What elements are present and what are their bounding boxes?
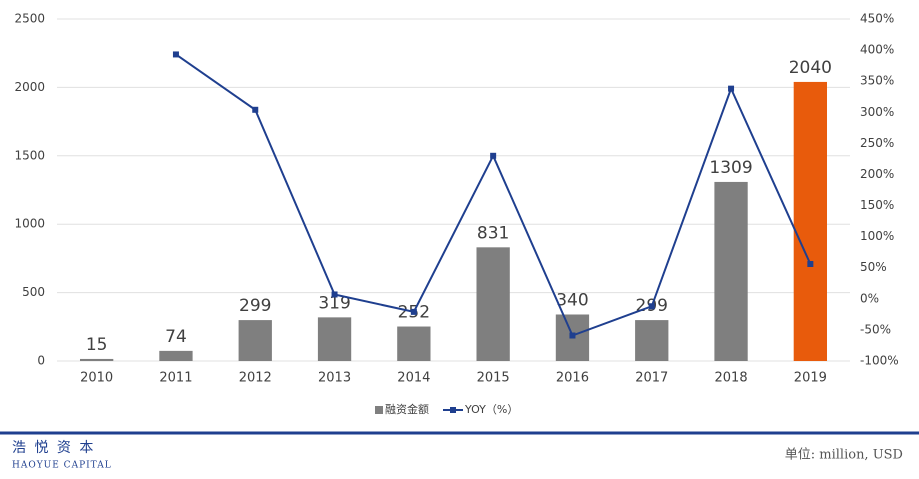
value-label: 340 [556, 290, 588, 310]
x-tick-label: 2019 [794, 371, 827, 386]
marker [410, 308, 417, 315]
x-tick-label: 2012 [239, 371, 272, 386]
legend-label: YOY（%） [464, 403, 518, 416]
y2-tick-label: 0% [860, 291, 879, 305]
y-tick-label: 2500 [14, 12, 45, 26]
marker [490, 152, 497, 159]
x-tick-label: 2018 [715, 371, 748, 386]
value-label: 74 [165, 327, 187, 347]
x-tick-label: 2015 [477, 371, 510, 386]
x-tick-label: 2011 [159, 371, 192, 386]
y2-tick-label: 150% [860, 198, 894, 212]
logo-en: HAOYUE CAPITAL [12, 461, 112, 471]
bar [476, 247, 510, 361]
y2-tick-label: 50% [860, 260, 887, 274]
bar [317, 317, 352, 361]
marker [569, 332, 576, 339]
y2-tick-label: 450% [860, 12, 894, 26]
legend-swatch [450, 407, 456, 413]
unit-note: 单位: million, USD [785, 448, 903, 463]
y-tick-label: 1500 [14, 148, 45, 162]
y-tick-label: 1000 [14, 217, 45, 231]
legend-swatch [375, 406, 383, 414]
y2-tick-label: 400% [860, 43, 894, 57]
bar [714, 181, 748, 361]
y2-tick-label: -50% [860, 322, 891, 336]
value-label: 831 [477, 223, 509, 243]
marker [172, 51, 179, 58]
x-tick-label: 2017 [635, 371, 668, 386]
y2-tick-label: 100% [860, 229, 894, 243]
marker [331, 291, 338, 298]
y-tick-label: 0 [37, 354, 45, 368]
y2-tick-label: -100% [860, 354, 899, 368]
logo: 浩 悦 资 本 [12, 440, 95, 456]
legend-label: 融资金额 [385, 402, 429, 416]
x-tick-label: 2016 [556, 371, 589, 386]
value-label: 15 [86, 335, 108, 355]
value-label: 299 [239, 296, 271, 316]
x-tick-label: 2013 [318, 371, 351, 386]
y2-tick-label: 250% [860, 136, 894, 150]
bar [79, 358, 114, 361]
marker [807, 260, 814, 267]
value-label: 319 [318, 293, 350, 313]
bar [397, 326, 431, 361]
marker [728, 85, 735, 92]
value-label: 1309 [709, 158, 752, 178]
y2-tick-label: 350% [860, 74, 894, 88]
bar [635, 320, 669, 361]
y-tick-label: 2000 [14, 80, 45, 94]
y2-tick-label: 300% [860, 105, 894, 119]
marker [648, 303, 655, 310]
bar [793, 81, 828, 361]
marker [252, 106, 259, 113]
bar [159, 350, 193, 361]
y2-tick-label: 200% [860, 167, 894, 181]
x-tick-label: 2010 [80, 371, 113, 386]
y-tick-label: 500 [22, 285, 45, 299]
x-tick-label: 2014 [397, 371, 430, 386]
bar [238, 320, 272, 361]
value-label: 2040 [789, 58, 832, 78]
